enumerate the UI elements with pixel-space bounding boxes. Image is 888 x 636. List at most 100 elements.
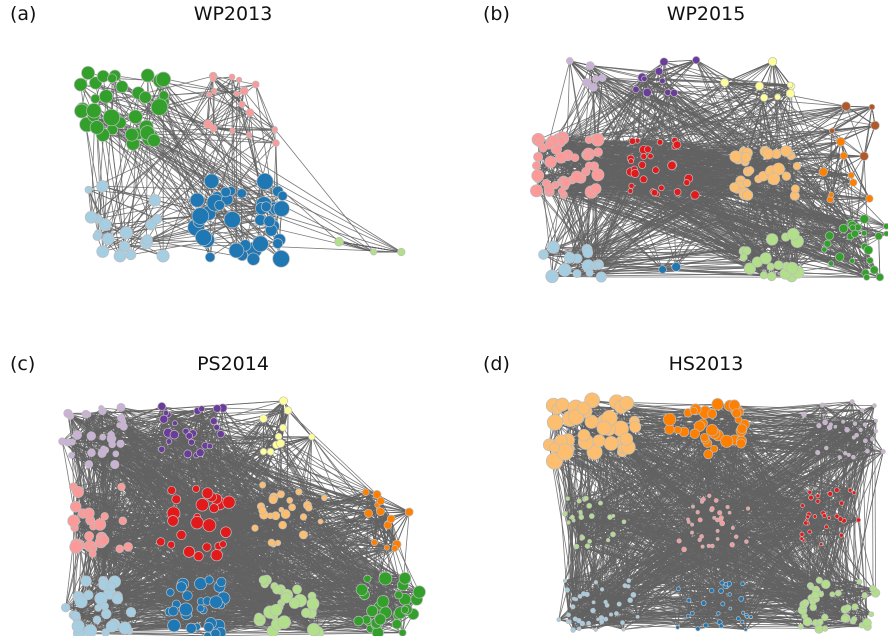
node [563, 251, 576, 264]
network-graph-c [58, 396, 426, 636]
node [659, 57, 669, 67]
edge [203, 129, 276, 238]
edge [694, 194, 869, 251]
edge [736, 155, 844, 190]
edge [843, 155, 870, 199]
edge [572, 179, 765, 276]
panel-letter: (b) [483, 3, 510, 25]
node [189, 192, 205, 208]
node [859, 151, 869, 161]
node [107, 73, 118, 84]
node [729, 182, 740, 193]
edge [214, 90, 277, 144]
edge [796, 165, 832, 196]
edge [97, 199, 198, 220]
node [828, 260, 835, 267]
edge [644, 59, 697, 80]
node [246, 252, 260, 266]
node [765, 233, 779, 246]
node [271, 126, 278, 133]
node [883, 222, 888, 230]
node [839, 151, 848, 160]
edge [789, 84, 866, 274]
edge [374, 511, 410, 543]
node [785, 88, 795, 99]
nodes [73, 65, 406, 268]
edge [213, 75, 256, 85]
node [204, 252, 216, 263]
node [92, 231, 103, 241]
edge [878, 236, 881, 278]
edge [102, 75, 242, 194]
edge [672, 164, 865, 234]
node [115, 80, 129, 94]
node [544, 155, 557, 169]
edge [586, 82, 844, 157]
edge [95, 98, 282, 210]
edge [586, 155, 798, 167]
node [84, 185, 93, 194]
edge [159, 106, 243, 256]
node [273, 200, 290, 217]
node [821, 246, 828, 253]
edge [595, 78, 744, 152]
edge [561, 181, 881, 278]
edge [585, 130, 833, 173]
edge [772, 61, 791, 86]
node [859, 214, 870, 224]
node [220, 186, 231, 198]
edge [563, 193, 658, 196]
edge [686, 182, 786, 238]
node [96, 69, 110, 83]
edge [593, 166, 597, 266]
edge [111, 117, 152, 225]
node [849, 257, 856, 264]
node [592, 75, 600, 83]
node [720, 78, 730, 87]
edge [644, 78, 791, 86]
edge [549, 180, 741, 192]
edge [390, 518, 418, 600]
node [824, 231, 835, 241]
edge [147, 75, 276, 210]
node [570, 153, 580, 162]
edge [548, 188, 589, 253]
edge [577, 85, 760, 259]
edge [207, 123, 275, 130]
edge [93, 115, 261, 221]
node [774, 93, 781, 101]
node [594, 261, 603, 270]
node [128, 109, 143, 125]
edge [586, 249, 744, 258]
node [113, 249, 127, 263]
node [582, 77, 592, 88]
node [828, 191, 835, 198]
node [768, 57, 778, 67]
edge [243, 90, 374, 253]
node [155, 71, 172, 87]
node [191, 207, 210, 225]
node [147, 133, 161, 148]
node [835, 252, 845, 262]
edge [652, 180, 741, 192]
edge [160, 80, 340, 243]
node [272, 238, 284, 249]
edge [595, 264, 764, 276]
edge [214, 79, 240, 92]
node [640, 153, 648, 160]
edge [589, 65, 740, 187]
node [228, 242, 245, 259]
edge [785, 150, 793, 269]
node [628, 158, 634, 165]
edge [630, 158, 795, 196]
panel-title: WP2013 [193, 3, 273, 25]
node [849, 224, 857, 232]
node [656, 139, 664, 146]
edge [644, 78, 854, 183]
node [658, 184, 665, 192]
edge [207, 632, 403, 636]
edge [91, 200, 155, 218]
edge [562, 130, 833, 139]
edge [602, 77, 649, 150]
node [81, 65, 96, 80]
